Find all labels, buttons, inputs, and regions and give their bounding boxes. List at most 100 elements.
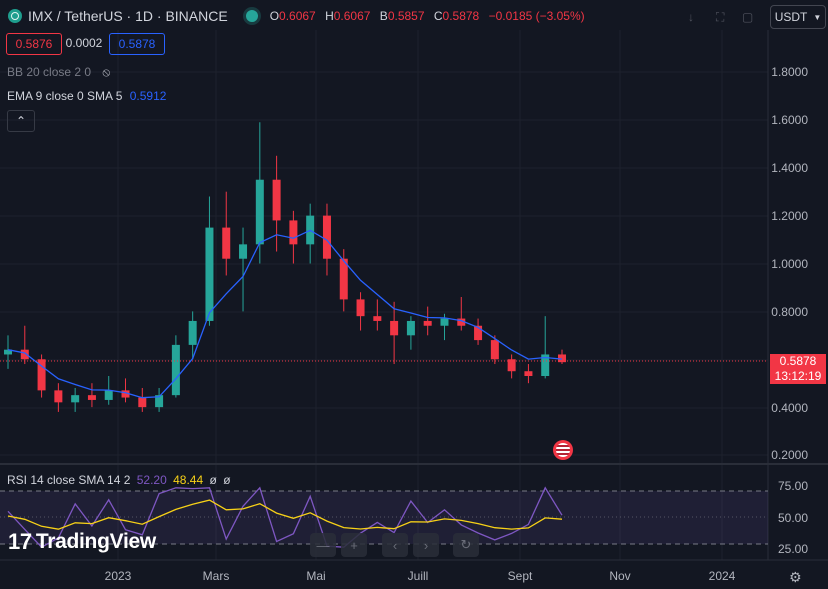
sell-button[interactable]: 0.5876 <box>6 33 62 55</box>
ema-indicator-legend[interactable]: EMA 9 close 0 SMA 5 0.5912 <box>7 89 166 103</box>
ohlc-low-key: B <box>379 9 388 23</box>
rsi-axis-label: 50.00 <box>777 511 808 525</box>
candle-body <box>390 320 399 336</box>
buy-price: 0.5878 <box>118 37 156 51</box>
candle-body <box>406 320 415 336</box>
currency-select[interactable]: USDT ▼ <box>770 5 826 29</box>
last-price-label: 0.5878 13:12:19 <box>770 354 826 384</box>
candle-body <box>37 359 46 391</box>
rsi-ma-line <box>7 499 563 530</box>
price-axis-label: 1.6000 <box>771 113 808 127</box>
candle-body <box>339 258 348 300</box>
candle-body <box>457 318 466 326</box>
time-axis-label: 2023 <box>104 569 132 583</box>
rsi-line <box>7 486 563 549</box>
ohlc-low: 0.5857 <box>387 9 425 23</box>
plus-icon: + <box>350 537 358 553</box>
candle-body <box>104 390 113 400</box>
sell-price: 0.5876 <box>15 37 53 51</box>
candle-body <box>289 220 298 245</box>
ohlc-open: 0.6067 <box>279 9 316 23</box>
rsi-axis-label: 25.00 <box>777 542 808 556</box>
candlestick-series <box>4 122 566 412</box>
zoom-in-button[interactable]: + <box>341 533 367 557</box>
candle-body <box>87 395 96 400</box>
currency-label: USDT <box>774 10 808 24</box>
candle-body <box>138 397 147 408</box>
ohlc-close-key: C <box>433 9 443 23</box>
candle-body <box>255 179 264 245</box>
candle-body <box>373 316 382 321</box>
candle-body <box>171 344 180 396</box>
time-axis-label: Mai <box>306 569 326 583</box>
reset-icon: ↻ <box>460 537 472 552</box>
candle-body <box>440 318 449 326</box>
spread-value: 0.0002 <box>64 33 104 53</box>
candle-body <box>272 179 281 221</box>
candle-body <box>155 395 164 408</box>
market-status-icon[interactable] <box>245 10 258 22</box>
chevron-up-icon: ⌃ <box>15 114 27 128</box>
ema-line <box>7 229 563 399</box>
gear-icon[interactable]: ⚙ <box>789 569 802 585</box>
scroll-right-button[interactable]: › <box>413 533 439 557</box>
chevron-down-icon: ▼ <box>813 12 822 22</box>
candle-body <box>558 354 566 363</box>
bb-label: BB 20 close 2 0 <box>7 65 92 79</box>
bar-countdown: 13:12:19 <box>774 369 822 383</box>
scroll-left-button[interactable]: ‹ <box>382 533 408 557</box>
candle-body <box>524 371 533 377</box>
chevron-left-icon: ‹ <box>392 537 398 553</box>
price-axis-label: 1.2000 <box>771 209 808 223</box>
eye-hidden-icon[interactable]: ⦸ <box>102 65 111 79</box>
price-axis-label: 0.8000 <box>771 305 808 319</box>
candle-body <box>423 320 432 326</box>
tradingview-logo-text: TradingView <box>35 530 156 553</box>
rsi-value: 52.20 <box>136 473 167 487</box>
arrow-down-icon[interactable]: ↓ <box>688 10 694 24</box>
candle-body <box>121 390 130 398</box>
ema-value: 0.5912 <box>129 89 167 103</box>
tradingview-logo-icon: 17 <box>8 529 32 554</box>
ohlc-high-key: H <box>325 9 334 23</box>
price-axis-label: 0.2000 <box>771 448 808 462</box>
zoom-out-button[interactable]: — <box>310 533 336 557</box>
rsi-indicator-legend[interactable]: RSI 14 close SMA 14 2 52.20 48.44 ø ø <box>7 473 231 487</box>
minus-icon: — <box>316 537 330 553</box>
restore-icon[interactable]: ▢ <box>742 10 754 24</box>
candle-body <box>222 227 231 259</box>
candle-body <box>188 320 197 345</box>
price-grid <box>0 30 768 560</box>
us-economic-event-icon[interactable] <box>553 440 573 460</box>
bb-indicator-legend[interactable]: BB 20 close 2 0 ⦸ <box>7 65 110 80</box>
buy-button[interactable]: 0.5878 <box>109 33 165 55</box>
candle-body <box>490 340 499 360</box>
candle-body <box>322 215 331 259</box>
price-axis-label: 1.4000 <box>771 161 808 175</box>
price-change: −0.0185 (−3.05%) <box>488 9 585 23</box>
time-axis-label: Sept <box>507 569 533 583</box>
last-price-value: 0.5878 <box>779 354 817 368</box>
rsi-upper-value: ø <box>209 473 217 487</box>
candle-body <box>54 390 63 403</box>
ema-label: EMA 9 close 0 SMA 5 <box>7 89 123 103</box>
ohlc-values: O0.6067 H0.6067 B0.5857 C0.5878 −0.0185 … <box>270 9 591 23</box>
rsi-label: RSI 14 close SMA 14 2 <box>7 473 131 487</box>
spread-label: 0.0002 <box>65 36 103 50</box>
ohlc-high: 0.6067 <box>333 9 371 23</box>
rsi-axis-label: 75.00 <box>777 479 808 493</box>
rsi-lower-value: ø <box>223 473 231 487</box>
candle-body <box>20 349 29 360</box>
candle-body <box>71 395 80 403</box>
imx-logo-icon <box>8 9 22 23</box>
time-axis-label: Nov <box>609 569 631 583</box>
reset-chart-button[interactable]: ↻ <box>453 533 479 557</box>
chart-header: IMX / TetherUS · 1D · BINANCE O0.6067 H0… <box>8 6 591 26</box>
tradingview-logo[interactable]: 17 TradingView <box>8 529 156 555</box>
candle-body <box>474 325 483 341</box>
fullscreen-icon[interactable]: ⛶ <box>716 10 725 24</box>
price-axis-label: 1.0000 <box>771 257 808 271</box>
collapse-legend-button[interactable]: ⌃ <box>7 110 35 132</box>
symbol-title[interactable]: IMX / TetherUS · 1D · BINANCE <box>28 8 228 24</box>
